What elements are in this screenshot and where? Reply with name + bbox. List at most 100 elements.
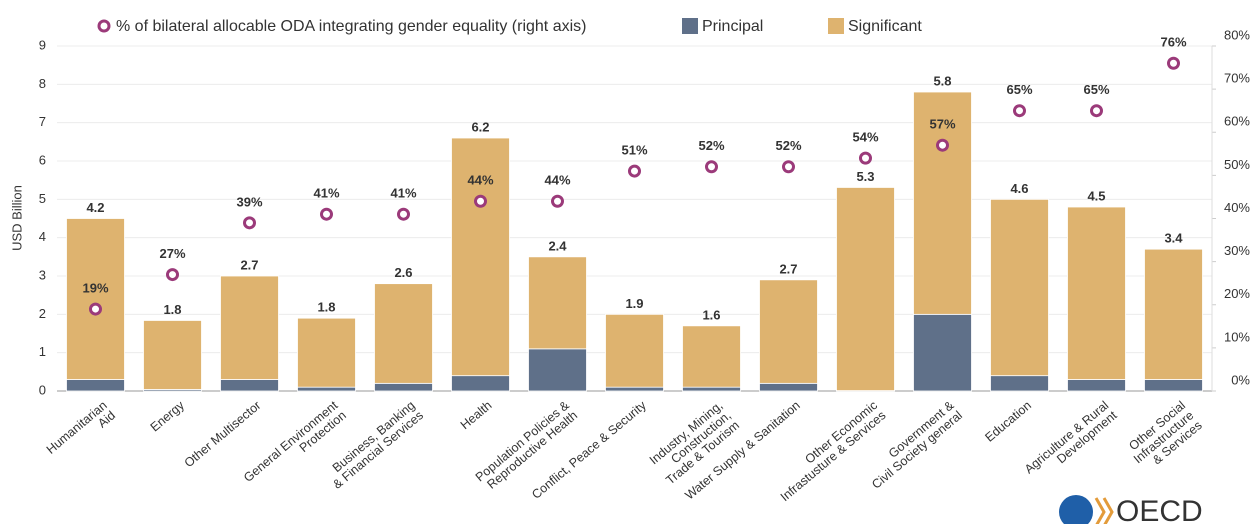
y2-tick-label: 20%: [1224, 286, 1250, 301]
value-label: 5.8: [933, 73, 951, 88]
bar-significant: [66, 218, 125, 380]
bar-principal: [220, 379, 279, 392]
legend-marker: [97, 19, 111, 33]
legend-swatch: [828, 18, 844, 34]
pct-label: 41%: [390, 186, 416, 201]
bar-principal: [682, 386, 741, 392]
value-label: 4.6: [1010, 181, 1028, 196]
pct-marker: [243, 216, 256, 230]
bar-principal: [66, 379, 125, 392]
pct-label: 76%: [1160, 35, 1186, 50]
bar-principal: [759, 382, 818, 392]
y-tick-label: 7: [39, 114, 46, 129]
bar-principal: [990, 375, 1049, 392]
value-label: 4.5: [1087, 188, 1105, 203]
bar-principal: [605, 386, 664, 392]
pct-marker: [936, 138, 949, 152]
legend-label: Significant: [848, 18, 922, 35]
pct-label: 51%: [621, 143, 647, 158]
bar-principal: [528, 348, 587, 392]
pct-marker: [474, 194, 487, 208]
legend-label: Principal: [702, 18, 763, 35]
y-tick-label: 6: [39, 152, 46, 167]
pct-marker: [551, 194, 564, 208]
bar-principal: [1067, 379, 1126, 392]
pct-marker: [166, 268, 179, 282]
pct-label: 57%: [929, 117, 955, 132]
y-tick-label: 9: [39, 37, 46, 52]
y-tick-label: 0: [39, 382, 46, 397]
bar-principal: [913, 313, 972, 392]
bar-significant: [1067, 206, 1126, 380]
value-label: 3.4: [1164, 231, 1183, 246]
legend-swatch: [682, 18, 698, 34]
pct-marker: [705, 160, 718, 174]
value-label: 1.9: [625, 296, 643, 311]
bar-principal: [1144, 379, 1203, 392]
bar-significant: [220, 275, 279, 380]
bar-significant: [374, 283, 433, 384]
pct-label: 54%: [852, 130, 878, 145]
pct-label: 41%: [313, 186, 339, 201]
pct-label: 52%: [775, 138, 801, 153]
y-tick-label: 5: [39, 191, 46, 206]
value-label: 1.6: [702, 307, 720, 322]
value-label: 1.8: [317, 300, 335, 315]
logo-icon: [1059, 495, 1114, 524]
y-tick-label: 8: [39, 76, 46, 91]
y-tick-label: 4: [39, 229, 46, 244]
y-tick-label: 1: [39, 344, 46, 359]
bar-significant: [836, 187, 895, 392]
y2-tick-label: 10%: [1224, 329, 1250, 344]
value-label: 4.2: [86, 200, 104, 215]
pct-label: 65%: [1083, 82, 1109, 97]
y2-tick-label: 30%: [1224, 243, 1250, 258]
pct-marker: [859, 151, 872, 165]
y2-tick-label: 70%: [1224, 71, 1250, 86]
pct-label: 44%: [544, 173, 570, 188]
pct-label: 44%: [467, 173, 493, 188]
y-tick-label: 3: [39, 267, 46, 282]
y2-tick-label: 60%: [1224, 114, 1250, 129]
bar-significant: [990, 198, 1049, 377]
value-label: 2.7: [240, 257, 258, 272]
y-axis-label: USD Billion: [9, 185, 24, 251]
y2-tick-label: 40%: [1224, 200, 1250, 215]
bar-significant: [528, 256, 587, 350]
value-label: 2.4: [548, 238, 567, 253]
value-label: 2.7: [779, 261, 797, 276]
pct-label: 52%: [698, 138, 724, 153]
pct-marker: [320, 207, 333, 221]
pct-marker: [782, 160, 795, 174]
pct-marker: [397, 207, 410, 221]
logo-text: OECD: [1116, 495, 1203, 524]
pct-label: 65%: [1006, 82, 1032, 97]
pct-label: 39%: [236, 194, 262, 209]
value-label: 2.6: [394, 265, 412, 280]
bar-principal: [297, 386, 356, 392]
value-label: 1.8: [163, 302, 181, 317]
bar-significant: [451, 137, 510, 377]
bar-significant: [1144, 248, 1203, 380]
pct-marker: [1167, 56, 1180, 70]
pct-marker: [1013, 104, 1026, 118]
legend-label: % of bilateral allocable ODA integrating…: [116, 18, 586, 35]
bar-significant: [682, 325, 741, 388]
bar-significant: [297, 317, 356, 388]
pct-label: 19%: [82, 281, 108, 296]
y2-tick-label: 50%: [1224, 157, 1250, 172]
pct-label: 27%: [159, 246, 185, 261]
value-label: 5.3: [856, 169, 874, 184]
bar-principal: [451, 375, 510, 392]
value-label: 6.2: [471, 119, 489, 134]
y-tick-label: 2: [39, 306, 46, 321]
bar-principal: [374, 382, 433, 392]
pct-marker: [1090, 104, 1103, 118]
bar-significant: [605, 313, 664, 388]
y2-tick-label: 80%: [1224, 27, 1250, 42]
bar-significant: [143, 320, 202, 390]
bar-significant: [759, 279, 818, 384]
pct-marker: [628, 164, 641, 178]
